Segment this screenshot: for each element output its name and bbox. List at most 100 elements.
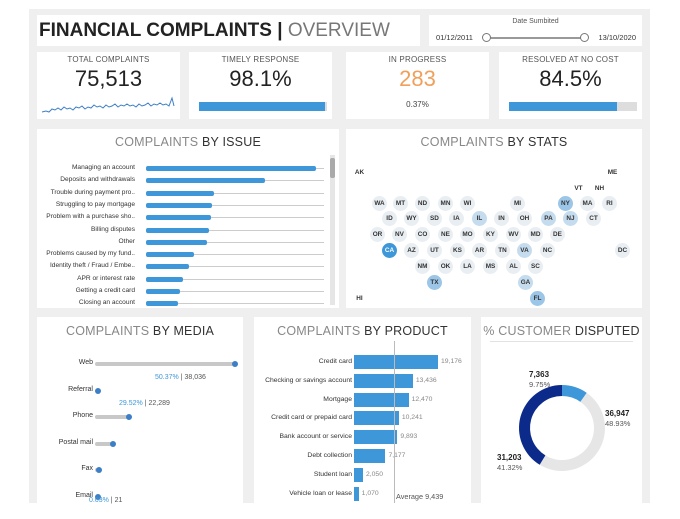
state-tile[interactable]: VT <box>574 185 583 192</box>
state-tile[interactable]: OH <box>517 211 532 226</box>
issue-bar[interactable] <box>146 289 180 294</box>
state-tile[interactable]: LA <box>460 259 475 274</box>
state-tile[interactable]: NC <box>540 243 555 258</box>
state-tile[interactable]: IN <box>494 211 509 226</box>
issue-bar[interactable] <box>146 252 194 258</box>
issue-row[interactable]: Getting a credit card <box>37 286 337 298</box>
issue-row[interactable]: Problem with a purchase sho.. <box>37 212 337 224</box>
product-bar[interactable] <box>354 411 399 426</box>
state-tile[interactable]: AL <box>506 259 521 274</box>
state-tile[interactable]: SD <box>427 211 442 226</box>
issue-bar[interactable] <box>146 276 184 282</box>
state-tile[interactable]: WI <box>460 196 475 211</box>
state-tile[interactable]: UT <box>427 243 442 258</box>
state-tile[interactable]: PA <box>541 211 556 226</box>
state-tile[interactable]: NV <box>392 227 407 242</box>
state-tile[interactable]: ME <box>607 169 618 176</box>
media-row[interactable]: Referral 50.37% | 38,036 <box>37 374 243 398</box>
issue-row[interactable]: Deposits and withdrawals <box>37 175 337 187</box>
product-row[interactable]: Vehicle loan or lease 1,070 <box>254 486 471 502</box>
state-tile[interactable]: WA <box>372 196 387 211</box>
state-tile[interactable]: VA <box>517 243 532 258</box>
state-tile[interactable]: TN <box>495 243 510 258</box>
media-row[interactable]: Fax <box>37 463 243 477</box>
media-row[interactable]: Email 0.03% | 21 <box>37 490 243 504</box>
issue-row[interactable]: Problems caused by my fund.. <box>37 249 337 261</box>
issue-row[interactable]: Other <box>37 237 337 249</box>
state-tile[interactable]: AR <box>472 243 487 258</box>
product-row[interactable]: Mortgage 12,470 <box>254 392 471 408</box>
state-tile[interactable]: OK <box>438 259 453 274</box>
product-row[interactable]: Credit card or prepaid card 10,241 <box>254 411 471 426</box>
issue-bar[interactable] <box>146 178 265 184</box>
state-tile[interactable]: FL <box>530 291 545 306</box>
state-tile[interactable]: AZ <box>404 243 419 258</box>
donut-slice[interactable] <box>519 385 562 465</box>
state-tile[interactable]: NY <box>558 196 573 211</box>
state-tile[interactable]: MI <box>510 196 525 211</box>
date-slider-start-handle[interactable] <box>482 33 491 42</box>
media-dot[interactable] <box>96 467 103 473</box>
state-tile[interactable]: CA <box>382 243 397 258</box>
issue-row[interactable]: Trouble during payment pro.. <box>37 188 337 200</box>
issue-row[interactable]: Managing an account <box>37 163 337 175</box>
state-tile[interactable]: IA <box>449 211 464 226</box>
state-tile[interactable]: MT <box>393 196 408 211</box>
state-tile[interactable]: SC <box>528 259 543 274</box>
state-tile[interactable]: IL <box>472 211 487 226</box>
state-tile[interactable]: NE <box>438 227 453 242</box>
media-dot[interactable] <box>110 440 117 447</box>
media-dot[interactable] <box>125 414 132 420</box>
state-tile[interactable]: ND <box>415 196 430 211</box>
issue-row[interactable]: Closing an account <box>37 298 337 310</box>
media-bar[interactable] <box>95 441 114 446</box>
state-tile[interactable]: TX <box>427 275 442 290</box>
date-slider-track[interactable] <box>486 37 584 39</box>
state-tile[interactable]: MA <box>580 196 595 211</box>
donut-slice[interactable] <box>562 385 587 402</box>
issue-scrollbar[interactable] <box>330 155 335 305</box>
issue-bar[interactable] <box>146 239 208 245</box>
state-tile[interactable]: MS <box>483 259 498 274</box>
state-tile[interactable]: KY <box>483 227 498 242</box>
state-tile[interactable]: CT <box>586 211 601 226</box>
product-bar[interactable] <box>354 373 413 388</box>
state-tile[interactable]: NJ <box>563 211 578 226</box>
media-dot[interactable] <box>95 493 101 500</box>
state-tile[interactable]: HI <box>356 295 363 302</box>
issue-row[interactable]: Identity theft / Fraud / Embe.. <box>37 261 337 273</box>
product-bar[interactable] <box>354 392 409 407</box>
issue-row[interactable]: Struggling to pay mortgage <box>37 200 337 212</box>
state-tile[interactable]: DE <box>550 227 565 242</box>
state-tile[interactable]: OR <box>370 227 385 242</box>
issue-row[interactable]: APR or interest rate <box>37 274 337 286</box>
issue-bar[interactable] <box>146 215 211 221</box>
product-row[interactable]: Checking or savings account 13,436 <box>254 373 471 389</box>
state-tile[interactable]: MD <box>528 227 543 242</box>
product-bar[interactable] <box>354 449 386 463</box>
state-tile[interactable]: ID <box>382 211 397 226</box>
state-tile[interactable]: MN <box>438 196 453 211</box>
donut-slice[interactable] <box>539 392 605 471</box>
product-row[interactable]: Student loan 2,050 <box>254 467 471 483</box>
issue-bar[interactable] <box>146 202 213 208</box>
issue-bar[interactable] <box>146 166 316 171</box>
media-row[interactable]: Web <box>37 357 243 371</box>
product-row[interactable]: Bank account or service 9,893 <box>254 430 471 445</box>
issue-bar[interactable] <box>146 190 214 196</box>
media-row[interactable]: Phone 29.52% | 22,289 <box>37 400 243 424</box>
state-tile[interactable]: NM <box>415 259 430 274</box>
product-bar[interactable] <box>354 430 398 445</box>
product-bar[interactable] <box>354 467 363 482</box>
issue-bar[interactable] <box>146 227 209 233</box>
date-slider-end-handle[interactable] <box>580 33 589 42</box>
issue-bar[interactable] <box>146 301 179 307</box>
media-bar[interactable] <box>95 362 235 366</box>
media-dot[interactable] <box>232 361 238 367</box>
media-row[interactable]: Postal mail <box>37 437 243 451</box>
issue-bar[interactable] <box>146 264 189 270</box>
state-tile[interactable]: MO <box>460 227 475 242</box>
state-tile[interactable]: WV <box>506 227 521 242</box>
issue-row[interactable]: Billing disputes <box>37 225 337 237</box>
state-tile[interactable]: CO <box>415 227 430 242</box>
